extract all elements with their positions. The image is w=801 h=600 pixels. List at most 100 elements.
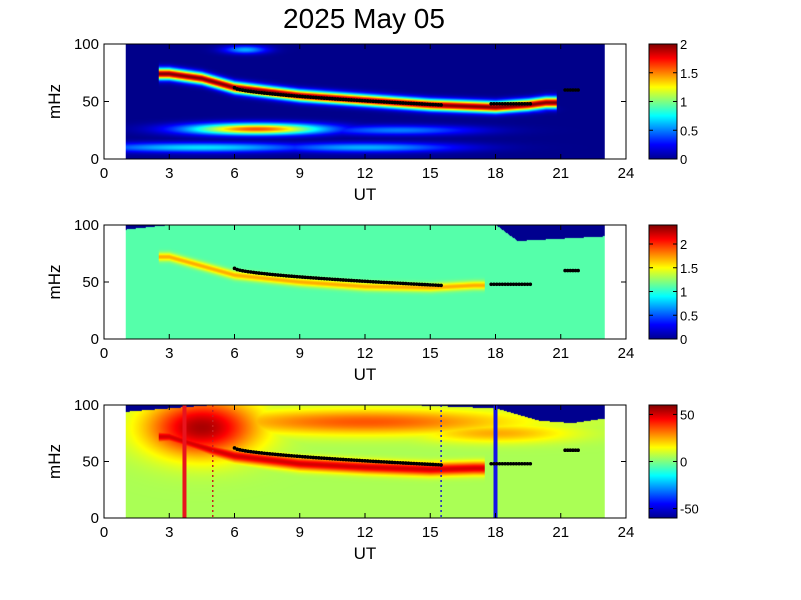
marker-point <box>268 272 272 277</box>
x-tick-label: 21 <box>552 345 569 362</box>
marker-point <box>511 102 516 106</box>
marker-point <box>409 282 414 286</box>
marker-point <box>382 460 386 464</box>
marker-point <box>382 280 386 285</box>
marker-point <box>517 461 521 466</box>
colorbar-tick-label: 0.5 <box>680 308 698 323</box>
marker-point <box>363 459 367 463</box>
marker-point <box>363 279 367 284</box>
marker-point <box>254 270 259 275</box>
marker-point <box>235 447 240 452</box>
x-tick-label: 6 <box>230 345 238 362</box>
marker-point <box>357 458 362 463</box>
marker-point <box>265 91 269 96</box>
marker-point <box>246 89 250 93</box>
marker-point <box>568 448 573 453</box>
y-axis-label: mHz <box>45 444 64 479</box>
marker-point <box>406 281 411 286</box>
marker-point <box>319 456 324 460</box>
marker-point <box>360 279 365 283</box>
marker-point <box>281 273 286 278</box>
marker-point <box>341 97 346 102</box>
marker-point <box>240 268 245 273</box>
x-tick-label: 15 <box>422 345 439 362</box>
marker-point <box>412 461 416 466</box>
marker-point <box>508 461 513 466</box>
y-tick-label: 100 <box>74 36 99 53</box>
marker-point <box>514 102 519 106</box>
colorbar-tick-label: -50 <box>680 502 699 517</box>
marker-point <box>403 461 408 465</box>
marker-point <box>270 272 275 277</box>
marker-point <box>257 271 261 275</box>
marker-point <box>303 275 307 280</box>
marker-point <box>300 275 305 279</box>
y-tick-label: 50 <box>82 94 99 111</box>
marker-point <box>306 95 310 99</box>
marker-point <box>387 100 392 105</box>
marker-point <box>238 87 242 92</box>
marker-point <box>251 270 256 275</box>
marker-point <box>295 94 299 98</box>
marker-point <box>390 460 394 465</box>
marker-point <box>240 88 245 92</box>
marker-point <box>406 101 411 106</box>
marker-point <box>327 456 332 461</box>
marker-point <box>528 461 533 466</box>
marker-point <box>500 282 505 287</box>
marker-point <box>365 459 370 463</box>
marker-point <box>284 453 288 458</box>
marker-point <box>311 95 316 100</box>
marker-point <box>489 282 493 287</box>
marker-point <box>330 96 335 101</box>
marker-point <box>357 98 362 103</box>
marker-point <box>511 282 516 287</box>
colorbar-tick-label: 50 <box>680 407 694 422</box>
marker-point <box>262 91 267 95</box>
x-tick-label: 12 <box>357 165 374 182</box>
x-tick-label: 12 <box>357 524 374 541</box>
marker-point <box>500 461 505 466</box>
marker-point <box>352 278 356 283</box>
marker-point <box>308 275 313 280</box>
marker-point <box>506 461 510 466</box>
marker-point <box>238 268 242 273</box>
marker-point <box>571 268 575 273</box>
marker-point <box>423 462 427 466</box>
x-axis-label: UT <box>354 365 377 384</box>
marker-point <box>374 459 378 464</box>
marker-point <box>319 96 324 100</box>
marker-point <box>243 269 248 274</box>
marker-point <box>240 448 245 453</box>
marker-point <box>398 460 403 465</box>
y-tick-label: 100 <box>74 397 99 414</box>
marker-point <box>297 275 302 279</box>
marker-point <box>295 274 299 279</box>
x-tick-label: 3 <box>165 165 173 182</box>
y-tick-label: 0 <box>91 510 99 527</box>
marker-point <box>412 101 416 106</box>
marker-point <box>406 461 411 466</box>
marker-point <box>376 459 381 464</box>
marker-point <box>576 268 580 273</box>
marker-point <box>303 94 307 99</box>
marker-point <box>384 460 389 464</box>
marker-point <box>576 448 580 453</box>
colorbar <box>648 43 678 160</box>
marker-point <box>344 97 348 102</box>
marker-point <box>243 449 248 453</box>
marker-point <box>503 102 507 106</box>
marker-point <box>292 274 297 279</box>
marker-point <box>528 282 533 287</box>
marker-point <box>520 282 524 287</box>
marker-point <box>278 273 283 278</box>
marker-point <box>314 95 318 100</box>
x-tick-label: 9 <box>296 165 304 182</box>
marker-point <box>327 277 332 281</box>
x-tick-label: 6 <box>230 165 238 182</box>
marker-point <box>492 102 496 106</box>
marker-point <box>268 452 272 456</box>
marker-point <box>384 100 389 104</box>
marker-point <box>436 462 441 467</box>
